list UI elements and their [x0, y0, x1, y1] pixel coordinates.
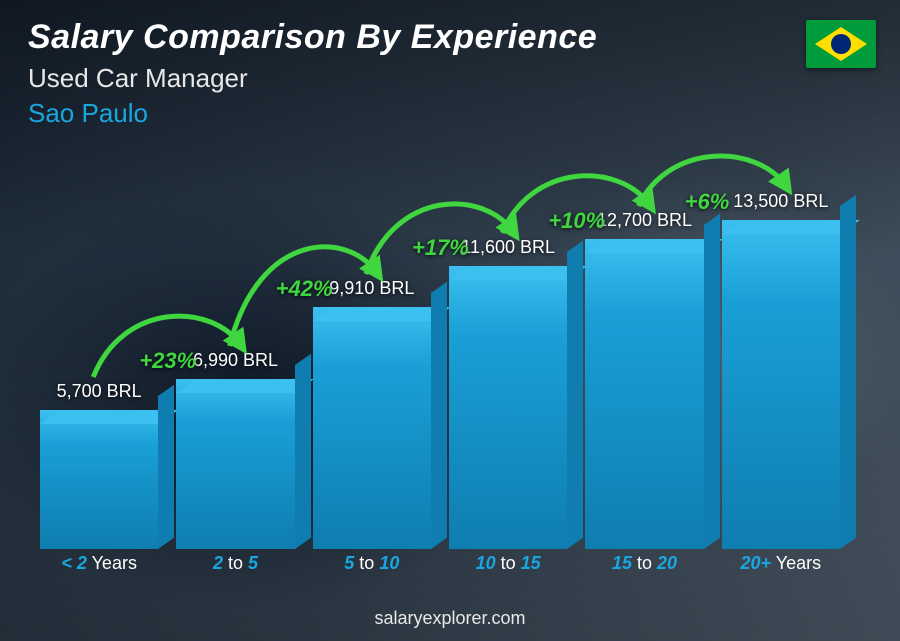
bar-value-label: 9,910 BRL	[329, 278, 414, 299]
bar-value-label: 13,500 BRL	[733, 191, 828, 212]
x-axis-label: < 2 Years	[40, 553, 158, 583]
bar-slot: 6,990 BRL	[176, 350, 294, 549]
bar-value-label: 11,600 BRL	[461, 237, 555, 258]
x-axis-label: 10 to 15	[449, 553, 567, 583]
footer-site: salaryexplorer.com	[0, 608, 900, 629]
bar	[449, 266, 567, 549]
chart-location: Sao Paulo	[28, 98, 872, 129]
x-axis-label: 5 to 10	[313, 553, 431, 583]
increase-label: +17%	[412, 235, 469, 261]
bar	[176, 379, 294, 549]
increase-label: +23%	[139, 348, 196, 374]
x-axis-label: 20+ Years	[722, 553, 840, 583]
bar-value-label: 12,700 BRL	[597, 210, 692, 231]
chart-title: Salary Comparison By Experience	[28, 18, 872, 57]
increase-label: +42%	[276, 276, 333, 302]
bar-value-label: 5,700 BRL	[57, 381, 142, 402]
x-axis-label: 15 to 20	[585, 553, 703, 583]
increase-label: +10%	[548, 208, 605, 234]
bar-value-label: 6,990 BRL	[193, 350, 278, 371]
bar-chart: 5,700 BRL 6,990 BRL 9,910 BRL 11,600 BRL 12,…	[40, 160, 840, 583]
bar	[313, 307, 431, 549]
brazil-flag-icon	[806, 20, 876, 68]
bar	[40, 410, 158, 549]
bar-slot: 5,700 BRL	[40, 381, 158, 549]
bar-slot: 13,500 BRL	[722, 191, 840, 549]
header: Salary Comparison By Experience Used Car…	[28, 18, 872, 129]
x-labels-container: < 2 Years 2 to 5 5 to 10 10 to 15 15 to 20 20…	[40, 553, 840, 583]
bar-slot: 11,600 BRL	[449, 237, 567, 549]
bar	[722, 220, 840, 549]
increase-label: +6%	[685, 189, 730, 215]
bar	[585, 239, 703, 549]
bar-slot: 9,910 BRL	[313, 278, 431, 549]
x-axis-label: 2 to 5	[176, 553, 294, 583]
bar-slot: 12,700 BRL	[585, 210, 703, 549]
chart-subtitle: Used Car Manager	[28, 63, 872, 94]
